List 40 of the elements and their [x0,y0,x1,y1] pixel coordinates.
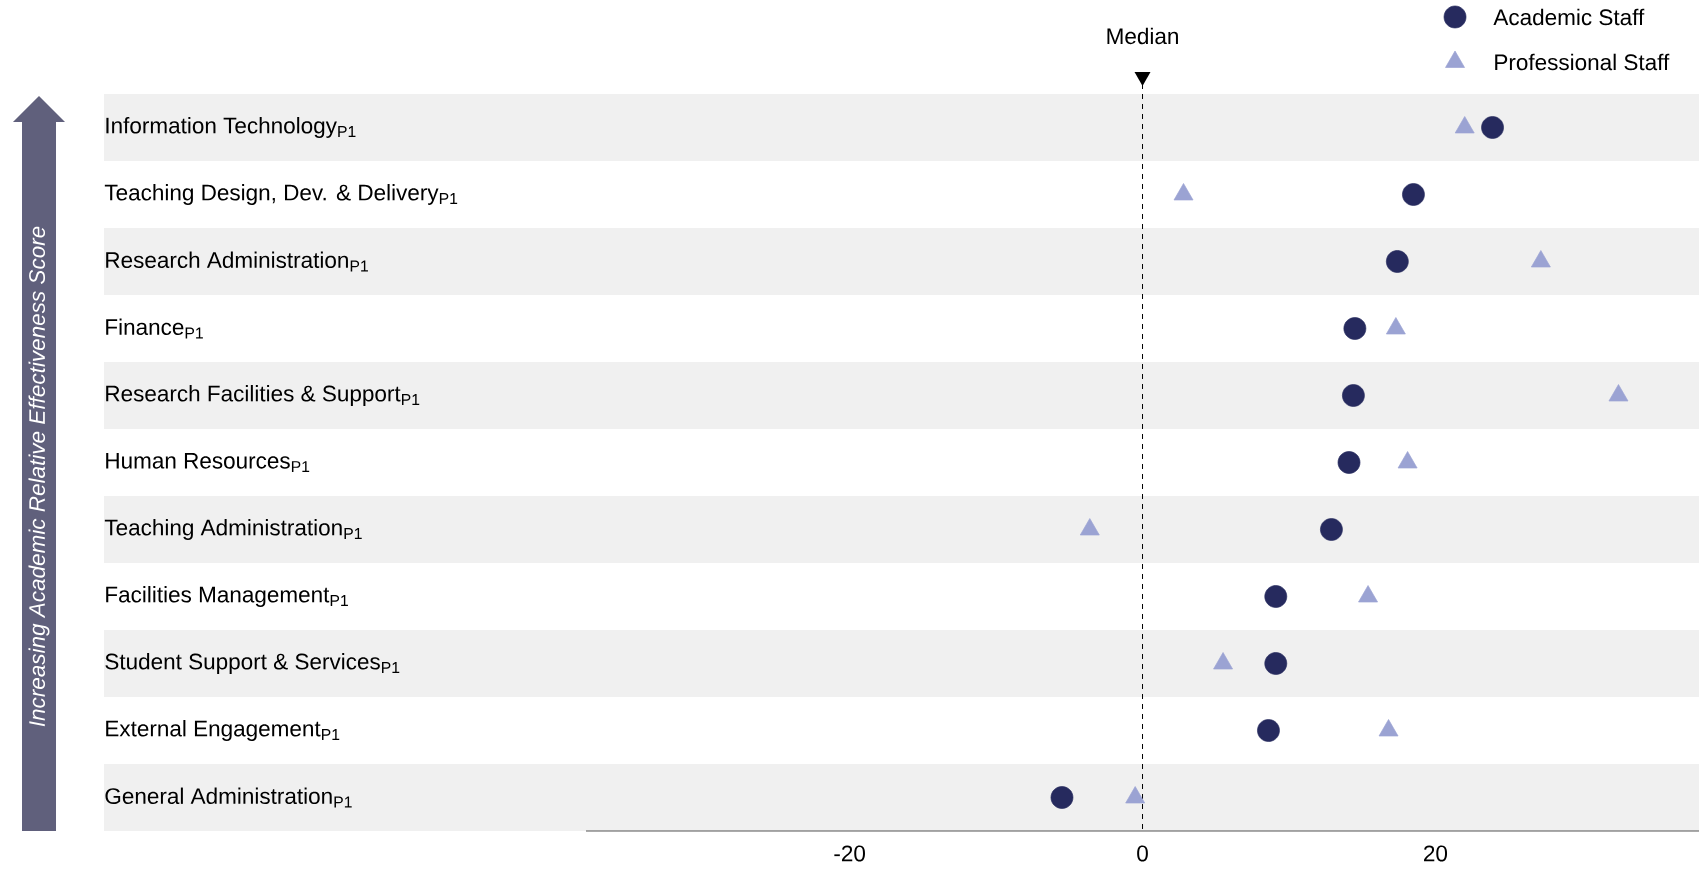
y-tick-label: Human Resources$_{P1}$ [106,452,310,473]
point [1402,183,1425,206]
point [1125,786,1146,804]
y-tick-label: Research Facilities & Support$_{P1}$ [106,385,420,406]
point [1213,652,1233,670]
y-axis-title: Increasing Academic Relative Effectiveness Score [28,226,50,727]
point [1050,786,1074,809]
y-tick-label: Research Administration$_{P1}$ [106,251,368,272]
point [1454,116,1475,134]
y-tick-label: Teaching Administration$_{P1}$ [104,519,362,540]
x-tick-label: -20 [834,845,865,862]
y-tick-label: Teaching Design, Dev. & Delivery$_{P1}$ [104,183,458,205]
point [1397,451,1418,469]
legend-label: Academic Staff [1493,8,1645,26]
x-tick-label: 0 [1137,845,1148,862]
point [1343,317,1367,340]
y-tick-label: General Administration$_{P1}$ [105,787,352,808]
point [1386,250,1409,273]
point [1264,585,1288,608]
point [1320,518,1343,541]
point [1257,719,1280,742]
ref-line-label: Median [1107,27,1178,45]
point [1358,585,1378,603]
y-tick-label: Finance$_{P1}$ [106,318,203,339]
point [1173,183,1194,201]
point [1264,652,1288,675]
point [1608,384,1629,402]
y-tick-label: Student Support & Services$_{P1}$ [105,653,400,674]
legend-label: Professional Staff [1495,53,1670,71]
point [1079,518,1100,536]
point [1378,719,1399,737]
y-tick-label: External Engagement$_{P1}$ [106,720,340,741]
point [1337,451,1361,474]
point [1386,317,1406,335]
x-tick-label: 20 [1424,845,1448,862]
point [1342,384,1365,407]
point [1481,116,1504,139]
y-tick-label: Information Technology$_{P1}$ [106,116,356,138]
point [1530,250,1551,268]
y-tick-label: Facilities Management$_{P1}$ [106,586,348,607]
